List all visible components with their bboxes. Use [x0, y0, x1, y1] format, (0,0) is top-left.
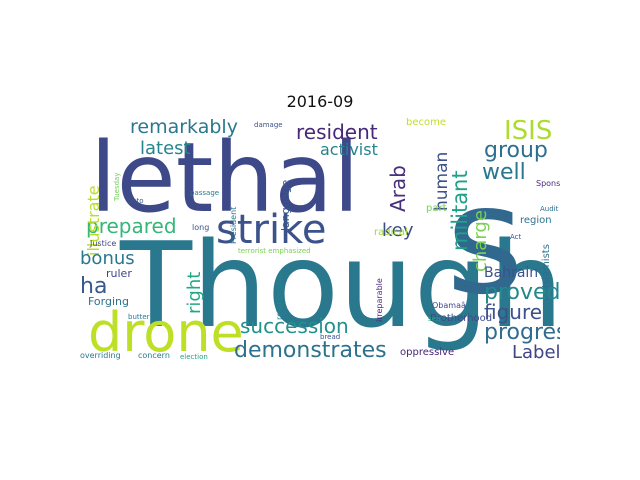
word: drone: [88, 301, 244, 364]
word: figure: [484, 300, 543, 324]
word: butter: [128, 313, 150, 321]
word: progress: [484, 320, 560, 345]
word: Though: [120, 216, 560, 354]
word: Audit: [540, 205, 559, 213]
word: group: [484, 138, 548, 163]
word: resident: [296, 120, 378, 144]
word: overriding: [80, 351, 121, 360]
word: Act: [510, 233, 522, 241]
word: Forging: [88, 295, 129, 308]
word: demonstrates: [234, 338, 387, 363]
word: terrorist emphasized: [238, 247, 311, 255]
word: language: [279, 179, 292, 231]
word: Justice: [90, 239, 117, 248]
word: bread: [320, 333, 341, 341]
word: well: [482, 160, 526, 185]
word: lethal: [90, 122, 360, 234]
word: concern: [138, 351, 170, 360]
word: remarkably: [130, 118, 238, 138]
word: President: [229, 206, 238, 244]
word: militant: [448, 170, 472, 251]
word: radical: [374, 227, 408, 238]
word: irreparable: [375, 278, 384, 322]
word: ISIS: [504, 118, 553, 146]
word: Label: [512, 342, 560, 363]
word: Bahrain: [484, 265, 539, 281]
word: region: [520, 215, 552, 226]
word: sea: [428, 315, 441, 323]
word: strike: [216, 207, 327, 253]
word: long: [192, 223, 210, 232]
word: Obamaâ: [432, 301, 466, 310]
word: oppressive: [400, 347, 455, 358]
word: become: [406, 118, 447, 128]
word: Sponsors: [536, 179, 560, 188]
word: right: [184, 271, 205, 314]
word: veto: [128, 197, 144, 205]
chart-title: 2016-09: [286, 92, 354, 111]
word: s: [446, 154, 525, 328]
word: relationship: [275, 272, 284, 320]
word: prepared: [86, 214, 177, 238]
word: activist: [320, 140, 378, 159]
word: ruler: [106, 267, 132, 280]
word: key: [382, 220, 414, 241]
word: damage: [254, 121, 283, 129]
word: Islamists: [541, 244, 552, 288]
word: ha: [80, 274, 108, 299]
word: succession: [240, 314, 349, 338]
word: Brotherhood: [430, 313, 493, 324]
word: Tuesday: [113, 172, 121, 201]
word: proved: [484, 280, 560, 305]
word: part: [426, 203, 447, 214]
word: Arab: [386, 165, 410, 212]
word: bonus: [80, 248, 135, 269]
word-cloud: Though lethal s drone strike demonstrate…: [80, 118, 560, 364]
word: latest: [140, 138, 191, 159]
word: election: [180, 353, 208, 361]
word: charge: [470, 210, 491, 272]
word: passage: [190, 189, 220, 197]
